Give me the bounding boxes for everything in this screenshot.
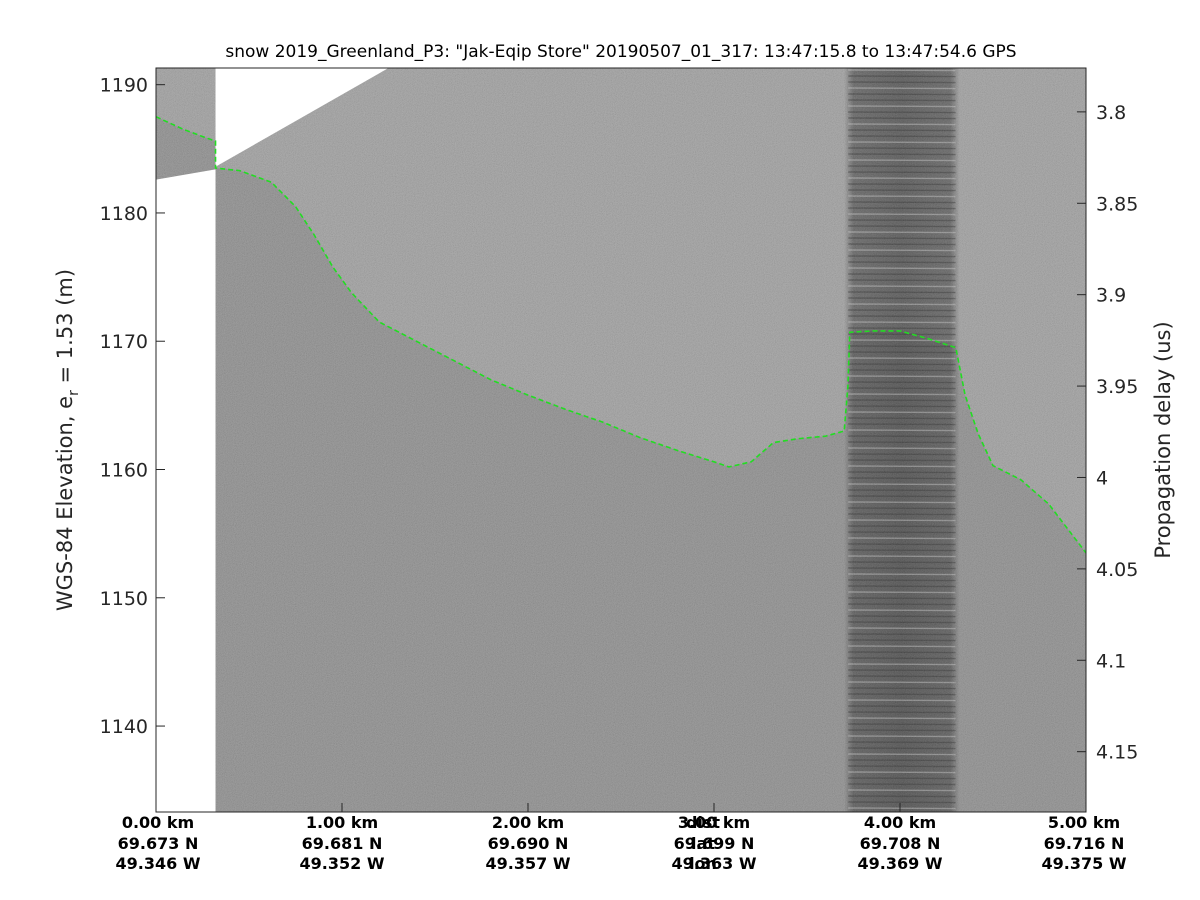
plot-frame [155,67,1087,813]
right-axis-tick-label: 3.8 [1096,102,1126,124]
x-tick-lat-label: 69.690 N [488,834,569,853]
x-tick-lat-label: 69.708 N [860,834,941,853]
x-tick-lon-label: 49.357 W [486,854,571,873]
left-axis-tick-label: 1140 [100,716,148,738]
x-tick-lat-label: 69.681 N [302,834,383,853]
left-axis-tick-label: 1160 [100,460,148,482]
x-tick-dist-label: 4.00 km [864,813,936,832]
chart-title: snow 2019_Greenland_P3: "Jak-Eqip Store"… [225,42,1016,62]
x-tick-dist-label: 2.00 km [492,813,564,832]
right-axis-tick-label: 4.15 [1096,742,1138,764]
left-axis-tick-label: 1150 [100,588,148,610]
surface-tracking-line [156,116,1086,554]
x-tick-dist-label: 0.00 km [122,813,194,832]
right-axis-tick-label: 4.1 [1096,650,1126,672]
right-axis-tick-label: 4 [1096,467,1108,489]
x-tick-dist-label: 1.00 km [306,813,378,832]
right-axis-tick-label: 3.85 [1096,193,1138,215]
x-tick-dist-label: 5.00 km [1048,813,1120,832]
lon-row-label: lon [689,854,717,873]
right-axis-tick-label: 3.9 [1096,285,1126,307]
x-tick-lon-label: 49.375 W [1042,854,1127,873]
radargram-image [156,68,1086,812]
left-axis-tick-label: 1170 [100,331,148,353]
right-axis-tick-label: 3.95 [1096,376,1138,398]
x-tick-lon-label: 49.352 W [300,854,385,873]
x-tick-lon-label: 49.369 W [858,854,943,873]
lat-row-label: lat [691,834,715,853]
x-tick-lon-label: 49.363 W [672,854,757,873]
x-tick-lon-label: 49.346 W [116,854,201,873]
left-axis-label-suffix: = 1.53 (m) [53,269,77,390]
right-axis-label: Propagation delay (us) [1151,321,1175,558]
left-axis-label: WGS-84 Elevation, er = 1.53 (m) [53,269,82,611]
dist-row-label: dist [686,813,720,832]
x-tick-dist-label: 3.00 km [678,813,750,832]
right-y-axis: 3.8 3.85 3.9 3.95 4 4.05 4.1 4.15 [1077,102,1138,764]
left-axis-tick-label: 1190 [100,75,148,97]
x-tick-lat-label: 69.673 N [118,834,199,853]
noise-texture [156,68,1086,812]
no-data-region [156,68,389,812]
right-axis-tick-label: 4.05 [1096,559,1138,581]
left-y-axis: 1190 1180 1170 1160 1150 1140 [100,75,165,738]
x-tick-lat-label: 69.699 N [674,834,755,853]
x-tick-lat-label: 69.716 N [1044,834,1125,853]
left-axis-label-subscript: r [66,390,82,396]
left-axis-tick-label: 1180 [100,203,148,225]
